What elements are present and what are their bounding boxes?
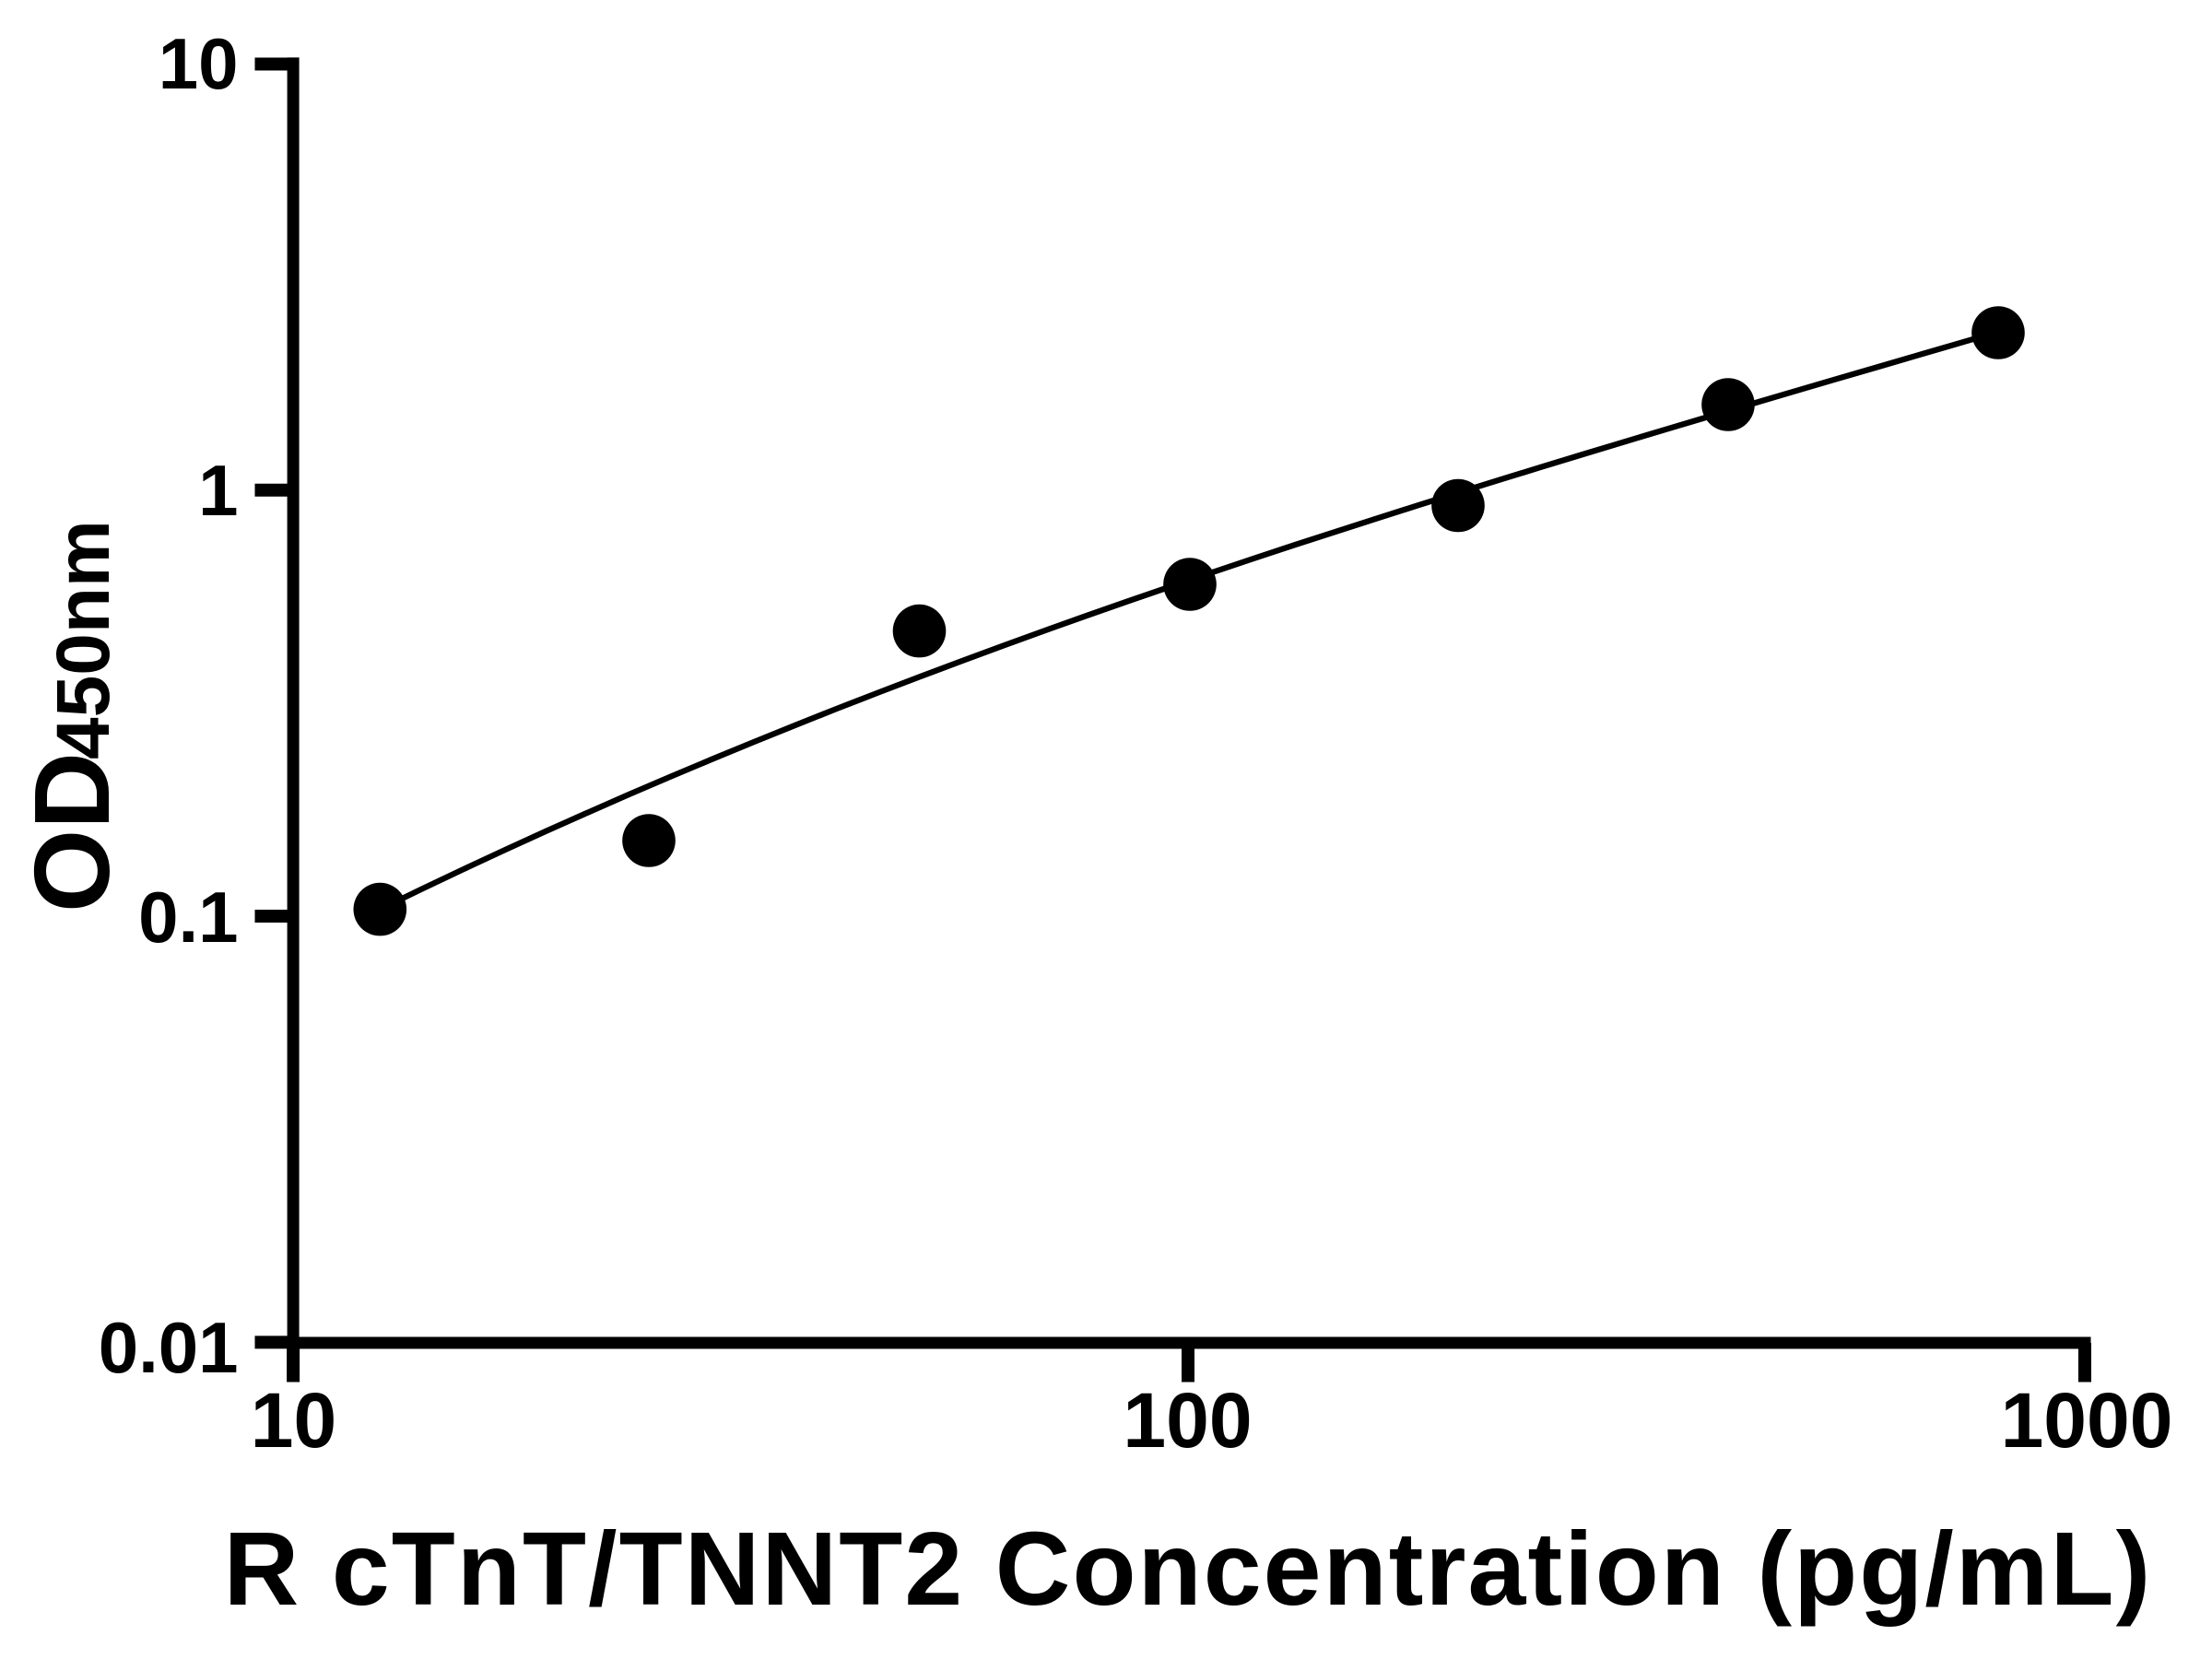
- svg-text:10: 10: [159, 23, 239, 104]
- svg-text:0.1: 0.1: [138, 877, 238, 958]
- svg-text:100: 100: [1123, 1377, 1252, 1464]
- svg-text:1: 1: [198, 450, 238, 531]
- svg-text:10: 10: [251, 1377, 336, 1464]
- svg-text:1000: 1000: [2001, 1377, 2173, 1464]
- svg-text:0.01: 0.01: [99, 1307, 239, 1388]
- svg-text:R cTnT/TNNT2 Concentration (pg: R cTnT/TNNT2 Concentration (pg/mL): [224, 1511, 2153, 1627]
